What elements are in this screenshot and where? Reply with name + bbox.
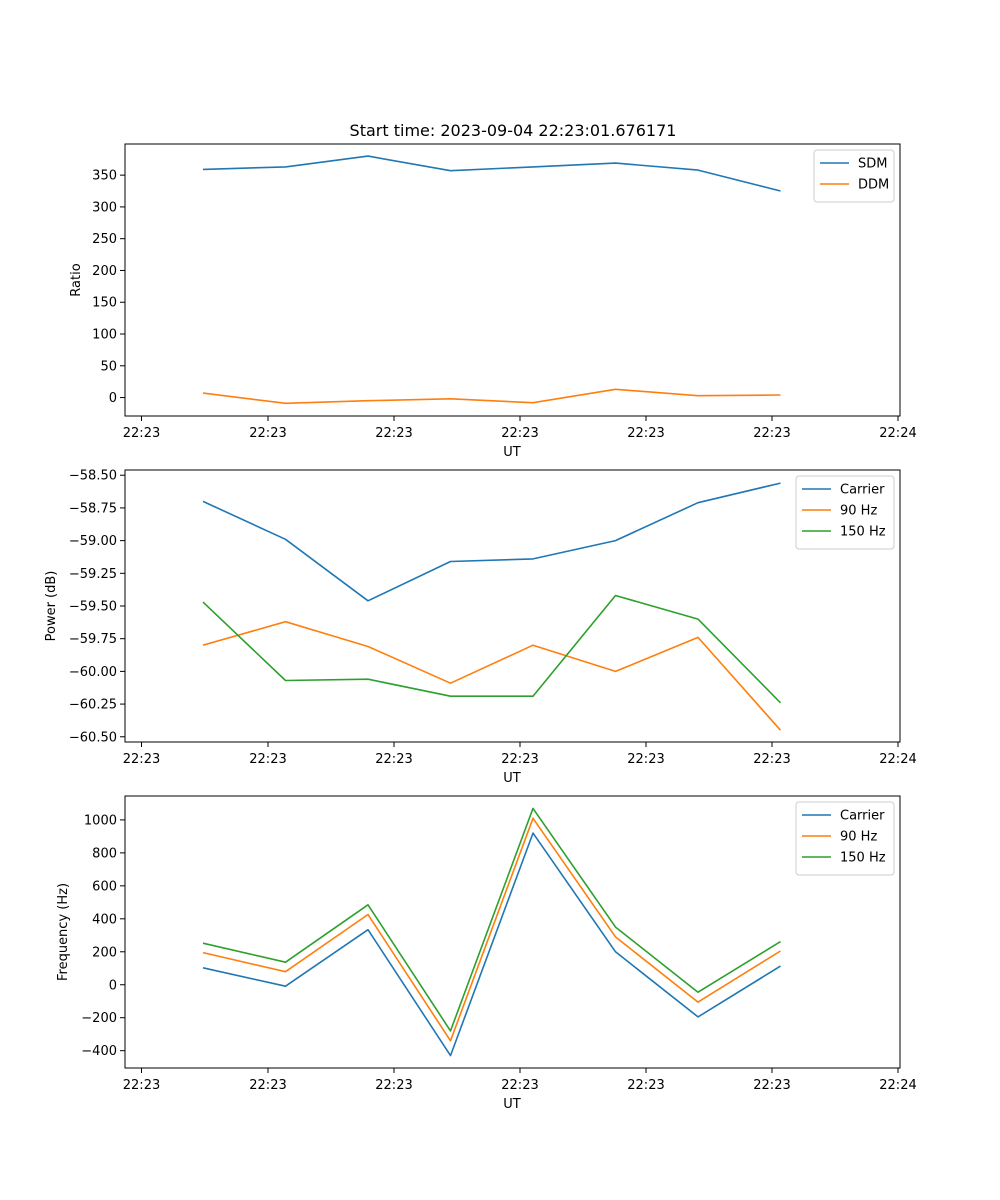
x-tick-label: 22:23 [627,426,664,441]
series-line-carrier [202,482,781,602]
y-tick-label: 100 [92,328,117,343]
x-tick-label: 22:24 [879,1078,916,1093]
y-tick-label: −60.00 [69,665,117,680]
x-tick-label: 22:23 [375,426,412,441]
series-line-carrier [202,832,781,1057]
x-tick-label: 22:23 [123,752,160,767]
x-tick-label: 22:23 [501,752,538,767]
legend-label-ddm: DDM [858,178,889,193]
legend: Carrier 90 Hz 150 Hz [795,475,895,550]
y-tick-label: −60.50 [69,730,117,745]
legend-label-150-hz: 150 Hz [840,525,886,540]
x-tick-label: 22:23 [375,1078,412,1093]
y-axis-label: Power (dB) [44,571,59,642]
y-tick-label: 600 [92,879,117,894]
x-axis-label: UT [503,771,521,786]
series-line-sdm [202,155,781,192]
ratio-panel: Start time: 2023-09-04 22:23:01.676171 0… [69,121,917,460]
x-tick-label: 22:23 [123,426,160,441]
y-tick-label: 200 [92,264,117,279]
frequency-panel: −400 −200 0 200 400 600 800 1000 22:23 22:23 22:23… [56,795,917,1112]
x-tick-label: 22:23 [501,426,538,441]
y-tick-label: 300 [92,200,117,215]
plot-area-frame [124,795,901,1069]
series-line-150-hz [202,807,781,1032]
x-axis-label: UT [503,1097,521,1112]
y-tick-label: 800 [92,846,117,861]
y-tick-label: −200 [81,1011,117,1026]
y-tick-label: 0 [109,978,117,993]
legend-label-90-hz: 90 Hz [840,830,877,845]
x-tick-label: 22:24 [879,426,916,441]
y-tick-label: −58.50 [69,469,117,484]
x-tick-label: 22:23 [753,752,790,767]
x-tick-label: 22:23 [249,1078,286,1093]
x-tick-label: 22:23 [627,752,664,767]
series-line-90-hz [202,817,781,1042]
y-tick-label: 50 [100,359,117,374]
x-tick-label: 22:23 [753,426,790,441]
y-tick-label: 200 [92,945,117,960]
y-tick-label: 250 [92,232,117,247]
x-tick-label: 22:24 [879,752,916,767]
x-tick-label: 22:23 [249,752,286,767]
y-axis-label: Frequency (Hz) [56,883,71,981]
plot-area-frame [124,469,901,743]
x-tick-label: 22:23 [375,752,412,767]
y-tick-label: −59.75 [69,632,117,647]
y-tick-label: 0 [109,391,117,406]
plot-area-frame [124,143,901,417]
y-tick-label: 1000 [84,813,117,828]
y-axis-label: Ratio [69,263,84,296]
legend-label-carrier: Carrier [840,809,885,824]
chart-title: Start time: 2023-09-04 22:23:01.676171 [350,121,677,140]
y-tick-label: −59.25 [69,567,117,582]
legend-label-150-hz: 150 Hz [840,851,886,866]
power-panel: −60.50 −60.25 −60.00 −59.75 −59.50 −59.25 −59.… [44,469,917,786]
y-tick-label: 400 [92,912,117,927]
series-line-150-hz [202,594,782,704]
x-tick-label: 22:23 [501,1078,538,1093]
x-axis-label: UT [503,445,521,460]
y-tick-label: −400 [81,1044,117,1059]
legend-label-carrier: Carrier [840,483,885,498]
y-tick-label: −58.75 [69,501,117,516]
y-tick-label: −59.50 [69,600,117,615]
x-tick-label: 22:23 [627,1078,664,1093]
series-line-ddm [202,388,781,405]
x-tick-label: 22:23 [123,1078,160,1093]
y-tick-label: −59.00 [69,534,117,549]
legend-label-sdm: SDM [858,157,887,172]
legend: Carrier 90 Hz 150 Hz [795,801,895,876]
y-tick-label: 150 [92,296,117,311]
legend: SDM DDM [813,149,895,203]
x-tick-label: 22:23 [249,426,286,441]
x-tick-label: 22:23 [753,1078,790,1093]
legend-label-90-hz: 90 Hz [840,504,877,519]
series-line-90-hz [202,620,782,731]
y-tick-label: 350 [92,169,117,184]
y-tick-label: −60.25 [69,698,117,713]
